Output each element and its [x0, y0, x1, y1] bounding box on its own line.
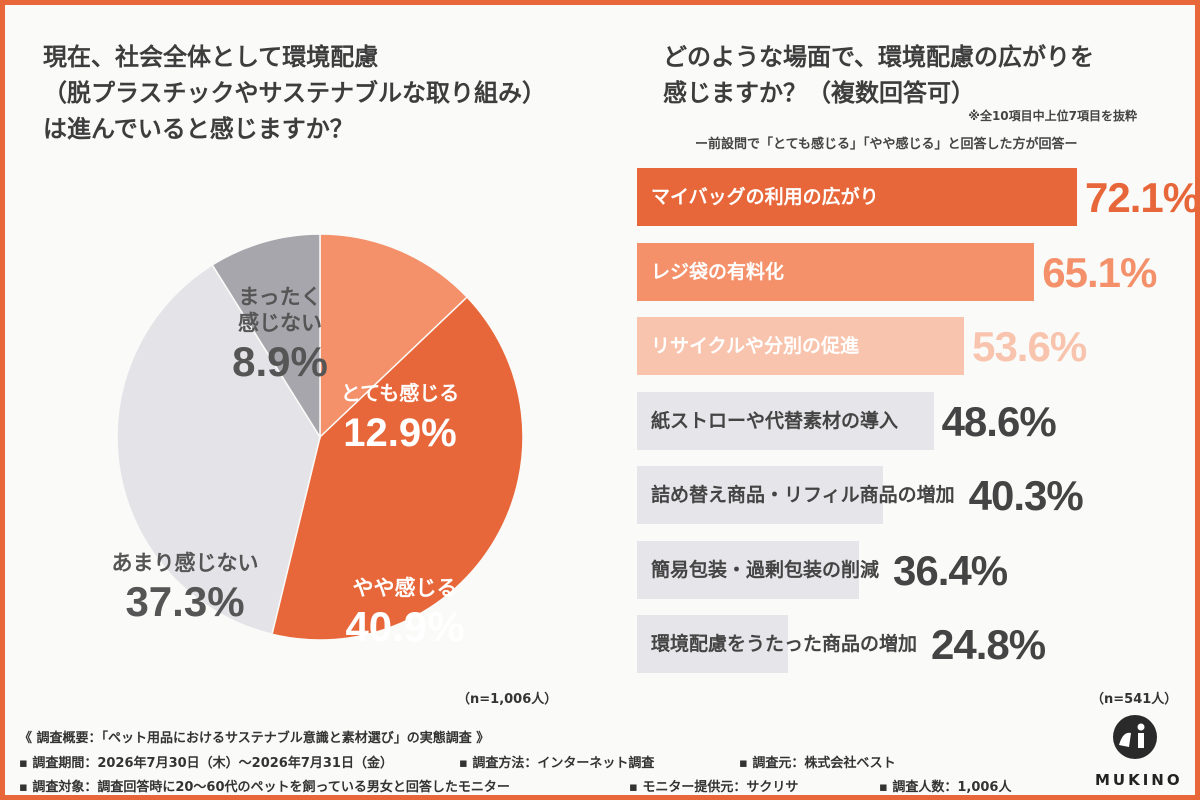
- bar-4: [637, 391, 934, 450]
- bar-value-2: 65.1%: [1042, 248, 1157, 296]
- left-title-line-1: 現在、社会全体として環境配慮: [43, 43, 379, 71]
- bar-sample-size: （n=541人）: [1091, 692, 1178, 707]
- pie-slice-1: [319, 233, 469, 439]
- right-title-line-1: どのような場面で、環境配慮の広がりを: [663, 43, 1095, 71]
- bar-5: [637, 466, 883, 524]
- survey-details-line-2: ▪ 調査対象：調査回答時に20〜60代のペットを飼っている男女と回答したモニター…: [19, 776, 1011, 795]
- right-question-title: どのような場面で、環境配慮の広がりを 感じますか？（複数回答可）: [663, 39, 1183, 111]
- survey-details-line-1: ▪ 調査期間：2026年7月30日（木）〜2026年7月31日（金） ▪ 調査方法…: [19, 752, 896, 771]
- bar-label-4: 紙ストローや代替素材の導入: [651, 409, 899, 432]
- survey-period: ▪ 調査期間：2026年7月30日（木）〜2026年7月31日（金）: [19, 756, 393, 771]
- survey-overview-heading: 《 調査概要：「ペット用品におけるサステナブル意識と素材選び」の実態調査 》: [19, 731, 490, 746]
- pie-slice-label-2: やや感じる: [353, 576, 458, 600]
- bar-2: [637, 242, 1035, 301]
- pie-sample-size: （n=1,006人）: [457, 692, 558, 707]
- left-title-line-3: は進んでいると感じますか？: [43, 115, 354, 143]
- bar-label-7: 環境配慮をうたった商品の増加: [651, 633, 918, 655]
- bar-value-7: 24.8%: [931, 621, 1046, 668]
- bar-value-1: 72.1%: [1085, 174, 1200, 221]
- bar-3: [637, 317, 965, 375]
- bar-label-2: レジ袋の有料化: [651, 260, 785, 283]
- pie-slice-value-2: 40.9%: [345, 603, 464, 650]
- survey-source: ▪ 調査元：株式会社ベスト: [739, 756, 896, 771]
- pie-chart: とても感じる 12.9% やや感じる 40.9% あまり感じない 37.3% まったく感じな…: [112, 233, 524, 650]
- monitor-provider: ▪ モニター提供元：サクリサ: [629, 780, 799, 795]
- bar-value-6: 36.4%: [893, 546, 1008, 594]
- pie-slice-label-1: とても感じる: [341, 381, 459, 405]
- bar-value-4: 48.6%: [941, 397, 1057, 445]
- pie-slice-label-4: 感じない: [238, 311, 322, 335]
- bar-label-6: 簡易包装・過剰包装の削減: [651, 558, 880, 581]
- bar-label-3: リサイクルや分別の促進: [651, 335, 860, 357]
- survey-target: ▪ 調査対象：調査回答時に20〜60代のペットを飼っている男女と回答したモニター: [19, 780, 510, 795]
- pie-slice-4: [211, 233, 321, 440]
- bar-label-1: マイバッグの利用の広がり: [651, 186, 879, 208]
- bar-6: [637, 540, 860, 599]
- left-title-line-2: （脱プラスチックやサステナブルな取り組み）: [43, 79, 547, 107]
- bar-1: [637, 168, 1077, 226]
- pie-slice-value-4: 8.9%: [232, 338, 328, 385]
- pie-slice-label-4: まったく: [238, 285, 321, 309]
- pie-slice-2: [271, 296, 524, 641]
- survey-count: ▪ 調査人数：1,006人: [879, 780, 1012, 795]
- bar-7: [637, 615, 789, 673]
- pie-slice-label-3: あまり感じない: [112, 551, 259, 575]
- bar-value-3: 53.6%: [972, 323, 1087, 370]
- left-question-title: 現在、社会全体として環境配慮 （脱プラスチックやサステナブルな取り組み） は進ん…: [43, 39, 603, 147]
- pie-slice-value-1: 12.9%: [343, 411, 456, 455]
- top-items-note: ※全10項目中上位7項目を抜粋: [968, 109, 1137, 123]
- mukino-logo: MUKINO: [1095, 711, 1183, 795]
- respondent-note: ー前設問で「とても感じる」「やや感じる」と回答した方が回答ー: [695, 137, 1078, 152]
- right-title-line-2: 感じますか？（複数回答可）: [663, 79, 975, 107]
- logo-mark-icon: [1113, 715, 1157, 759]
- bar-value-5: 40.3%: [968, 472, 1084, 519]
- bar-label-5: 詰め替え商品・リフィル商品の増加: [651, 484, 955, 506]
- pie-slice-value-3: 37.3%: [125, 578, 244, 625]
- survey-method: ▪ 調査方法：インターネット調査: [459, 756, 655, 771]
- logo-wordmark: MUKINO: [1095, 771, 1183, 789]
